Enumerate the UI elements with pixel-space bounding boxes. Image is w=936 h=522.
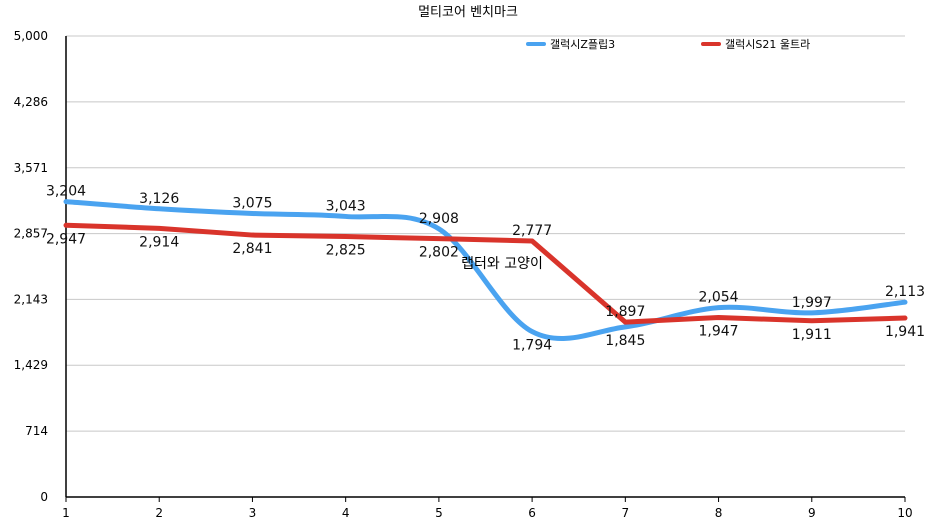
- data-label: 3,043: [326, 198, 366, 214]
- y-tick-label: 714: [25, 424, 48, 438]
- data-label: 1,947: [699, 323, 739, 339]
- data-labels: 3,204 2,947 3,126 2,914 3,075 2,841 3,043 2,825…: [46, 184, 925, 354]
- data-label: 2,841: [232, 241, 272, 257]
- data-label: 2,825: [326, 243, 366, 259]
- x-tick-label: 10: [897, 506, 912, 520]
- data-label: 1,941: [885, 324, 925, 340]
- y-tick-label: 2,857: [14, 227, 48, 241]
- axes: 0 714 1,429 2,143 2,857 3,571 4,286 5,000 1 2 3 4 5 6…: [14, 29, 913, 520]
- y-tick-label: 4,286: [14, 95, 48, 109]
- y-tick-label: 0: [40, 490, 48, 504]
- data-label: 3,126: [139, 191, 179, 207]
- grid-lines: [66, 35, 905, 432]
- y-tick-label: 1,429: [14, 358, 48, 372]
- data-label: 1,897: [605, 304, 645, 320]
- legend-label: 갤럭시S21 울트라: [725, 38, 810, 51]
- data-label: 2,908: [419, 211, 459, 227]
- series-line-2: [63, 222, 908, 325]
- series-line-1: [63, 199, 908, 341]
- x-tick-label: 5: [435, 506, 443, 520]
- data-label: 2,914: [139, 234, 179, 250]
- x-tick-label: 3: [249, 506, 257, 520]
- chart-title: 멀티코어 벤치마크: [418, 5, 518, 20]
- y-tick-label: 5,000: [14, 29, 48, 43]
- chart-annotation: 랩터와 고양이: [461, 256, 543, 272]
- legend: 갤럭시Z플립3 갤럭시S21 울트라: [526, 38, 810, 51]
- y-tick-label: 2,143: [14, 292, 48, 306]
- x-tick-label: 1: [62, 506, 70, 520]
- data-label: 1,911: [792, 327, 832, 343]
- data-label: 3,075: [232, 195, 272, 211]
- x-tick-label: 2: [155, 506, 163, 520]
- x-tick-label: 6: [528, 506, 536, 520]
- data-label: 1,997: [792, 295, 832, 311]
- series-lines: [63, 199, 908, 341]
- data-label: 1,794: [512, 338, 552, 354]
- x-tick-label: 7: [622, 506, 630, 520]
- legend-label: 갤럭시Z플립3: [550, 38, 615, 51]
- data-label: 2,802: [419, 245, 459, 261]
- x-tick-label: 4: [342, 506, 350, 520]
- data-label: 2,947: [46, 231, 86, 247]
- y-tick-label: 3,571: [14, 161, 48, 175]
- data-label: 3,204: [46, 184, 86, 200]
- data-label: 1,845: [605, 333, 645, 349]
- x-tick-label: 8: [715, 506, 723, 520]
- x-tick-label: 9: [808, 506, 816, 520]
- data-label: 2,777: [512, 223, 552, 239]
- data-label: 2,113: [885, 284, 925, 300]
- data-label: 2,054: [699, 290, 739, 306]
